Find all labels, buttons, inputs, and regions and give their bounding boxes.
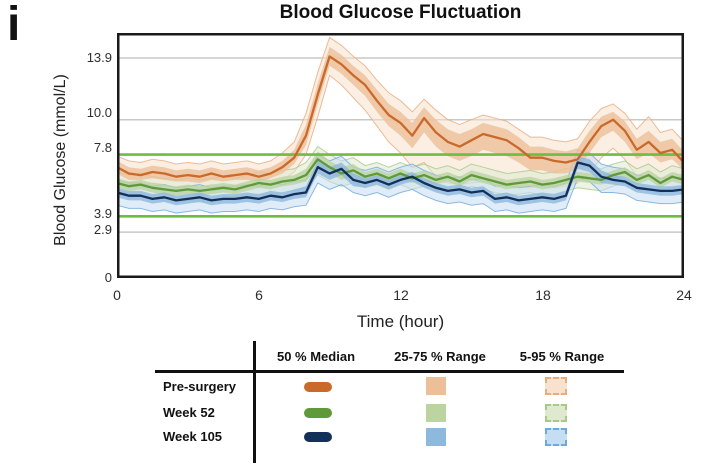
iqr-swatch-pre-surgery xyxy=(426,377,446,395)
x-tick-label: 24 xyxy=(676,287,692,303)
median-swatch-week-105 xyxy=(304,432,332,442)
outer-range-swatch-pre-surgery xyxy=(545,377,567,395)
outer-range-swatch-week-52 xyxy=(545,404,567,422)
y-tick-label: 13.9 xyxy=(86,50,112,65)
legend-divider-vertical xyxy=(253,341,256,463)
legend-column-median: 50 % Median xyxy=(276,349,356,364)
x-tick-label: 12 xyxy=(393,287,409,303)
y-axis-label: Blood Glucose (mmol/L) xyxy=(52,74,69,246)
legend-row-week-105: Week 105 xyxy=(163,429,223,444)
legend-column-iqr: 25-75 % Range xyxy=(394,349,486,364)
median-swatch-pre-surgery xyxy=(304,382,332,392)
x-tick-label: 18 xyxy=(535,287,551,303)
x-tick-label: 0 xyxy=(113,287,121,303)
iqr-swatch-week-52 xyxy=(426,404,446,422)
legend-row-pre-surgery: Pre-surgery xyxy=(163,379,236,394)
legend-row-week-52: Week 52 xyxy=(163,405,215,420)
y-tick-label: 7.8 xyxy=(93,140,112,155)
median-swatch-week-52 xyxy=(304,408,332,418)
legend-divider-horizontal xyxy=(155,370,624,373)
x-tick-label: 6 xyxy=(255,287,263,303)
y-tick-label: 3.9 xyxy=(93,206,112,221)
legend-column-outer: 5-95 % Range xyxy=(519,349,605,364)
x-axis-label: Time (hour) xyxy=(356,312,445,331)
outer-range-swatch-week-105 xyxy=(545,428,567,446)
iqr-swatch-week-105 xyxy=(426,428,446,446)
y-tick-label: 10.0 xyxy=(86,105,112,120)
y-tick-label: 2.9 xyxy=(93,222,112,237)
chart-title: Blood Glucose Fluctuation xyxy=(279,2,522,23)
panel-label: i xyxy=(7,0,21,51)
glucose-chart-plot xyxy=(117,33,684,278)
y-tick-label: 0 xyxy=(104,270,112,285)
